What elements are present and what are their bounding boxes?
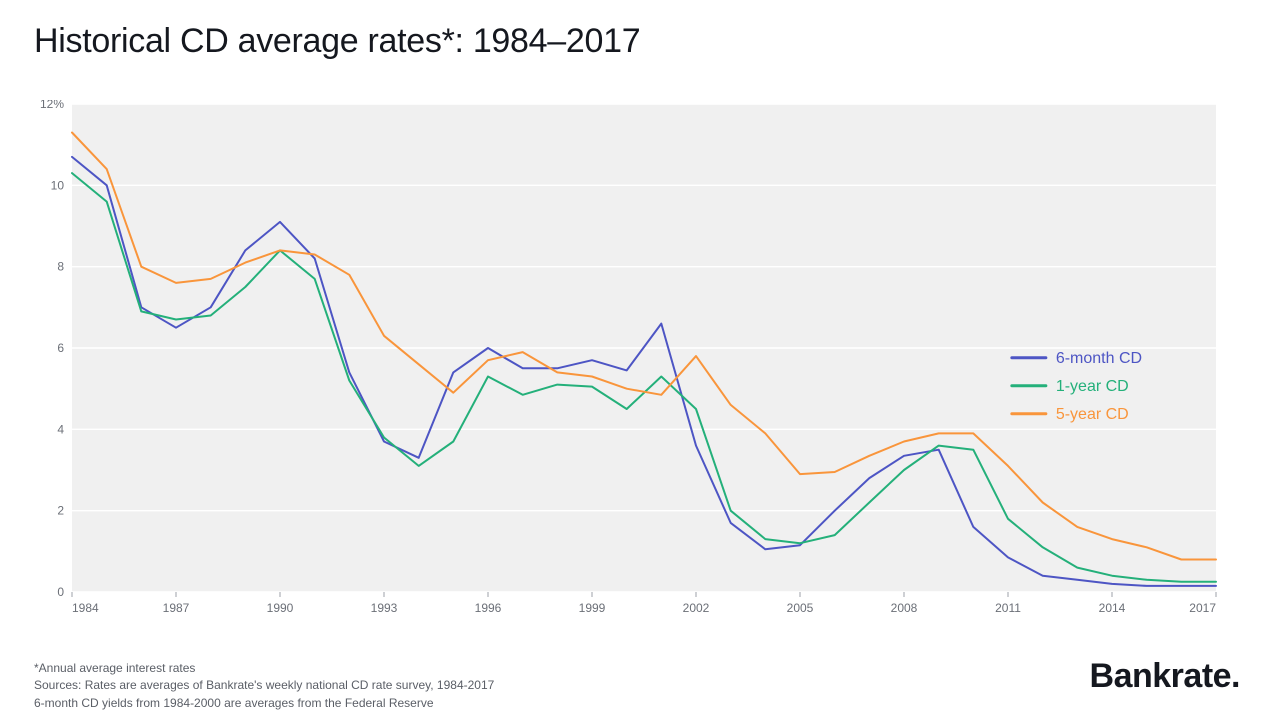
- y-axis-label: 2: [57, 504, 64, 518]
- x-axis-label: 1990: [267, 601, 294, 615]
- chart-footnotes: *Annual average interest rates Sources: …: [34, 660, 494, 712]
- line-chart-svg: 0 2 4 6 8 10 12% 1984 1987 1990 1993 1996 1999 2002 20…: [34, 100, 1224, 620]
- x-axis-label: 2011: [995, 601, 1021, 615]
- x-axis-label: 2002: [683, 601, 710, 615]
- x-axis-label: 2005: [787, 601, 814, 615]
- footnote-line: 6-month CD yields from 1984-2000 are ave…: [34, 695, 494, 712]
- y-axis-label: 6: [57, 341, 64, 355]
- x-axis-label: 1984: [72, 601, 99, 615]
- x-axis-label: 1996: [475, 601, 502, 615]
- y-axis-label: 12%: [40, 100, 64, 111]
- x-axis-label: 2014: [1099, 601, 1126, 615]
- x-axis-label: 1987: [163, 601, 190, 615]
- x-axis-label: 1999: [579, 601, 606, 615]
- chart-card: Historical CD average rates*: 1984–2017 …: [0, 0, 1280, 720]
- legend-label: 6-month CD: [1056, 350, 1142, 367]
- y-axis-label: 4: [57, 422, 64, 436]
- y-axis-label: 0: [57, 585, 64, 599]
- logo-dot: .: [1231, 657, 1240, 695]
- logo-text: Bankrate: [1090, 657, 1232, 695]
- legend-label: 1-year CD: [1056, 378, 1129, 395]
- legend-label: 5-year CD: [1056, 406, 1129, 423]
- x-axis-label: 2017: [1189, 601, 1216, 615]
- chart-area: 0 2 4 6 8 10 12% 1984 1987 1990 1993 1996 1999 2002 20…: [34, 100, 1224, 620]
- footnote-line: *Annual average interest rates: [34, 660, 494, 677]
- y-axis-label: 8: [57, 260, 64, 274]
- bankrate-logo: Bankrate.: [1090, 657, 1240, 696]
- footnote-line: Sources: Rates are averages of Bankrate'…: [34, 677, 494, 694]
- y-axis-label: 10: [51, 178, 65, 192]
- x-axis-label: 2008: [891, 601, 918, 615]
- chart-title: Historical CD average rates*: 1984–2017: [34, 22, 640, 61]
- x-axis-label: 1993: [371, 601, 398, 615]
